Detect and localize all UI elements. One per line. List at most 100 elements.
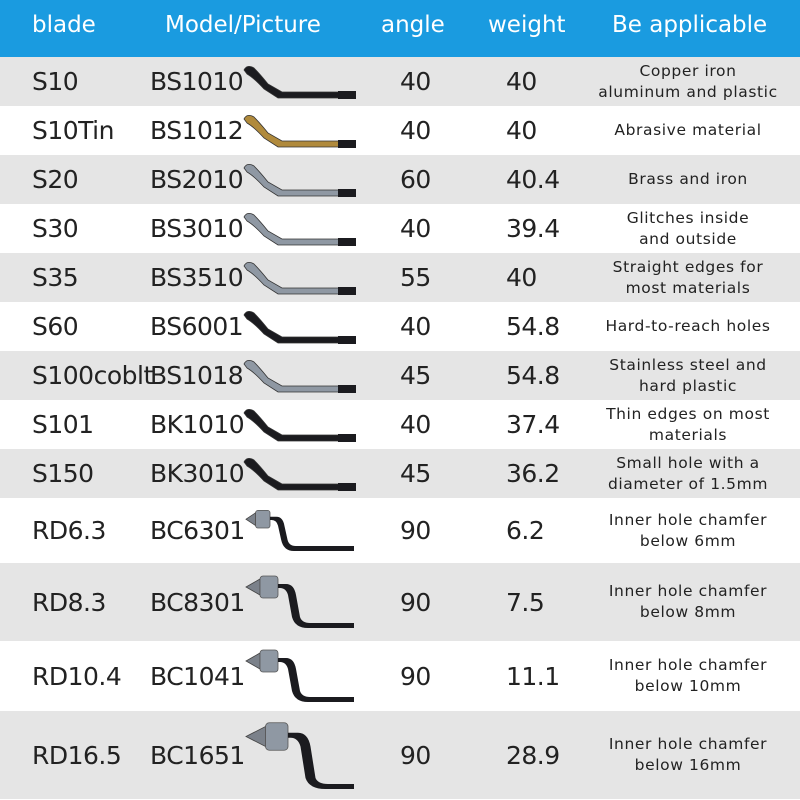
blade-black-icon: [238, 400, 362, 449]
applicable-text: Abrasive material: [614, 121, 762, 139]
blade-cell: S35: [32, 263, 79, 292]
angle-cell: 90: [400, 587, 431, 617]
blade-black-icon: [238, 57, 362, 106]
model-cell: BS3010: [150, 214, 244, 243]
chamfer-medium-icon: [238, 641, 362, 711]
model-cell: BK1010: [150, 410, 245, 439]
table-row: S20 BS2010 60 40.4 Brass and iron: [0, 155, 800, 204]
weight-cell: 54.8: [506, 361, 560, 390]
applicable-text: Small hole with a diameter of 1.5mm: [607, 453, 769, 493]
blade-cell: S10Tin: [32, 116, 114, 145]
applicable-text: Hard-to-reach holes: [605, 317, 771, 335]
angle-cell: 45: [400, 459, 431, 488]
model-cell: BC1651: [150, 740, 245, 770]
applicable-cell: Brass and iron: [588, 155, 788, 204]
table-row: S30 BS3010 40 39.4 Glitches inside and o…: [0, 204, 800, 253]
model-cell: BK3010: [150, 459, 245, 488]
applicable-text: Stainless steel and hard plastic: [609, 355, 767, 395]
model-cell: BC1041: [150, 661, 245, 691]
weight-cell: 39.4: [506, 214, 560, 243]
model-cell: BS1018: [150, 361, 244, 390]
blade-cell: RD10.4: [32, 661, 122, 691]
weight-cell: 7.5: [506, 587, 545, 617]
table-row: RD6.3 BC6301 90 6.2 Inner hole chamfer b…: [0, 498, 800, 563]
weight-cell: 40: [506, 263, 537, 292]
model-cell: BS3510: [150, 263, 244, 292]
weight-cell: 37.4: [506, 410, 560, 439]
blade-cell: RD8.3: [32, 587, 106, 617]
chamfer-small-icon: [238, 498, 362, 563]
blade-cell: RD6.3: [32, 516, 106, 545]
model-cell: BS1012: [150, 116, 244, 145]
applicable-text: Glitches inside and outside: [626, 208, 750, 248]
blade-cell: RD16.5: [32, 740, 122, 770]
applicable-text: Thin edges on most materials: [606, 404, 770, 444]
blade-cell: S101: [32, 410, 94, 439]
applicable-cell: Inner hole chamfer below 6mm: [588, 498, 788, 563]
model-cell: BC8301: [150, 587, 245, 617]
angle-cell: 90: [400, 516, 431, 545]
angle-cell: 60: [400, 165, 431, 194]
applicable-text: Straight edges for most materials: [612, 257, 764, 297]
applicable-cell: Inner hole chamfer below 10mm: [588, 641, 788, 711]
blade-cell: S100coblt: [32, 361, 153, 390]
blade-cell: S150: [32, 459, 94, 488]
applicable-cell: Hard-to-reach holes: [588, 302, 788, 351]
header-model: Model/Picture: [165, 12, 321, 38]
table-row: RD8.3 BC8301 90 7.5 Inner hole chamfer b…: [0, 563, 800, 641]
table-row: S10Tin BS1012 40 40 Abrasive material: [0, 106, 800, 155]
table-body: S10 BS1010 40 40 Copper iron aluminum an…: [0, 57, 800, 799]
applicable-text: Copper iron aluminum and plastic: [598, 61, 778, 101]
weight-cell: 40.4: [506, 165, 560, 194]
angle-cell: 40: [400, 214, 431, 243]
applicable-cell: Small hole with a diameter of 1.5mm: [588, 449, 788, 498]
angle-cell: 40: [400, 312, 431, 341]
blade-cell: S10: [32, 67, 79, 96]
table-header: blade Model/Picture angle weight Be appl…: [0, 0, 800, 57]
header-weight: weight: [488, 12, 566, 38]
applicable-cell: Straight edges for most materials: [588, 253, 788, 302]
weight-cell: 6.2: [506, 516, 545, 545]
angle-cell: 40: [400, 67, 431, 96]
model-cell: BS1010: [150, 67, 244, 96]
blade-black-icon: [238, 302, 362, 351]
table-row: S100coblt BS1018 45 54.8 Stainless steel…: [0, 351, 800, 400]
model-cell: BS2010: [150, 165, 244, 194]
weight-cell: 36.2: [506, 459, 560, 488]
blade-black-icon: [238, 449, 362, 498]
table-row: S60 BS6001 40 54.8 Hard-to-reach holes: [0, 302, 800, 351]
table-row: S150 BK3010 45 36.2 Small hole with a di…: [0, 449, 800, 498]
blade-cell: S30: [32, 214, 79, 243]
blade-cell: S20: [32, 165, 79, 194]
applicable-text: Inner hole chamfer below 6mm: [608, 510, 768, 550]
blade-silver-icon: [238, 204, 362, 253]
weight-cell: 40: [506, 116, 537, 145]
applicable-cell: Inner hole chamfer below 8mm: [588, 563, 788, 641]
applicable-cell: Stainless steel and hard plastic: [588, 351, 788, 400]
header-applicable: Be applicable: [612, 12, 768, 38]
applicable-text: Inner hole chamfer below 8mm: [608, 582, 768, 621]
applicable-text: Inner hole chamfer below 10mm: [608, 656, 768, 695]
angle-cell: 45: [400, 361, 431, 390]
angle-cell: 40: [400, 116, 431, 145]
weight-cell: 40: [506, 67, 537, 96]
table-row: S101 BK1010 40 37.4 Thin edges on most m…: [0, 400, 800, 449]
angle-cell: 55: [400, 263, 431, 292]
applicable-cell: Thin edges on most materials: [588, 400, 788, 449]
header-blade: blade: [32, 12, 96, 38]
model-cell: BS6001: [150, 312, 244, 341]
blade-cell: S60: [32, 312, 79, 341]
table-row: S10 BS1010 40 40 Copper iron aluminum an…: [0, 57, 800, 106]
blade-silver-icon: [238, 253, 362, 302]
blade-gold-icon: [238, 106, 362, 155]
applicable-text: Inner hole chamfer below 16mm: [608, 735, 768, 774]
chamfer-medium-icon: [238, 563, 362, 641]
applicable-cell: Abrasive material: [588, 106, 788, 155]
blade-silver-icon: [238, 351, 362, 400]
blade-silver-icon: [238, 155, 362, 204]
applicable-cell: Copper iron aluminum and plastic: [588, 57, 788, 106]
model-cell: BC6301: [150, 516, 245, 545]
weight-cell: 11.1: [506, 661, 560, 691]
applicable-cell: Inner hole chamfer below 16mm: [588, 711, 788, 799]
